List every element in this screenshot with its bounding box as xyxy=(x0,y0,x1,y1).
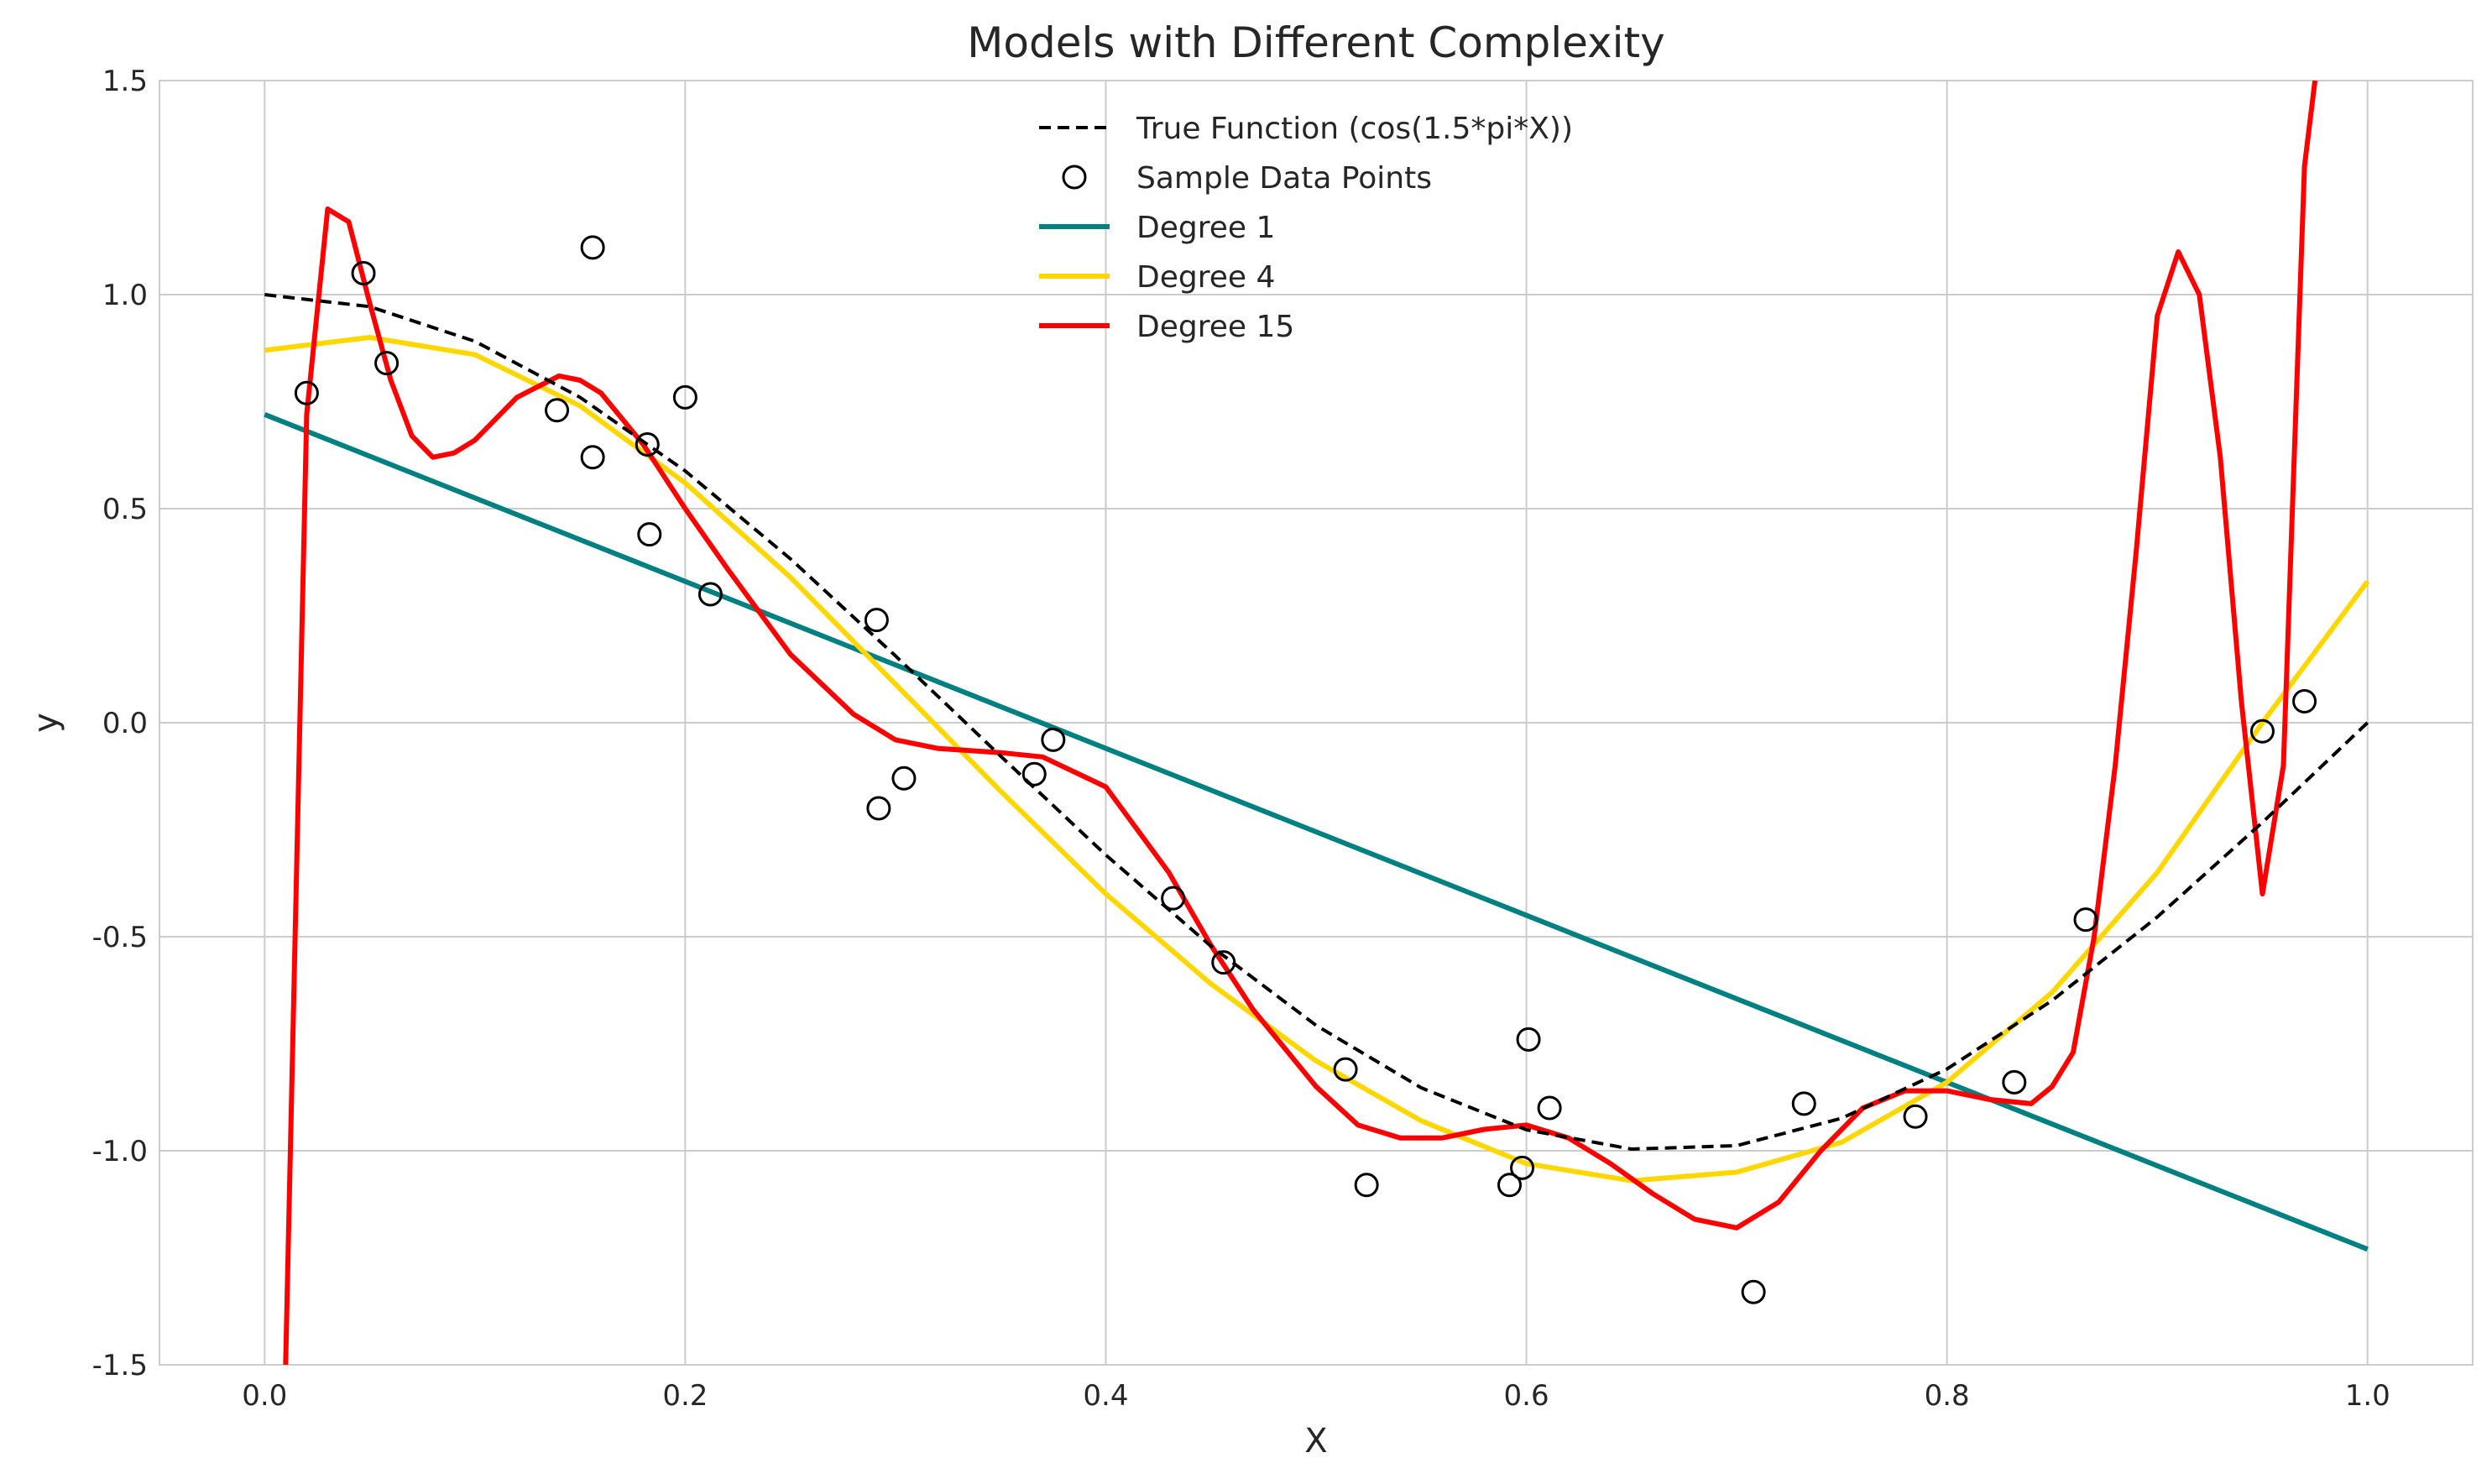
x-tick-label: 0.0 xyxy=(242,1379,287,1413)
sample-data-point xyxy=(1510,1155,1535,1180)
legend-label: Degree 15 xyxy=(1136,310,1294,344)
y-tick-label: 0.5 xyxy=(102,493,148,526)
sample-data-point xyxy=(891,766,917,791)
legend-label: True Function (cos(1.5*pi*X)) xyxy=(1136,112,1573,146)
sample-data-point xyxy=(2073,907,2098,933)
legend-sample-data-points: Sample Data Points xyxy=(1062,161,1432,196)
y-tick-label: -1.0 xyxy=(92,1135,148,1168)
legend-true-function: True Function (cos(1.5*pi*X)) xyxy=(1039,112,1573,146)
series-degree-15-line xyxy=(283,81,2318,1365)
sample-data-point xyxy=(1497,1173,1523,1198)
x-tick-label: 0.4 xyxy=(1083,1379,1128,1413)
y-axis-label: y xyxy=(27,713,65,733)
x-tick-label: 0.2 xyxy=(662,1379,708,1413)
sample-data-point xyxy=(1537,1095,1562,1121)
series-degree-1-line xyxy=(264,412,2369,1252)
x-tick-label: 1.0 xyxy=(2345,1379,2390,1413)
sample-data-point xyxy=(2002,1069,2027,1095)
sample-data-point xyxy=(1161,886,1186,911)
x-tick-label: 0.6 xyxy=(1504,1379,1549,1413)
x-tick-label: 0.8 xyxy=(1925,1379,1970,1413)
true-function-line xyxy=(264,293,2369,1152)
x-axis-label: X xyxy=(1304,1422,1327,1460)
sample-data-point xyxy=(1516,1027,1541,1052)
sample-data-point xyxy=(580,445,605,470)
sample-data-point xyxy=(1041,727,1066,752)
sample-data-point xyxy=(672,384,697,410)
sample-data-point xyxy=(637,522,662,547)
legend: True Function (cos(1.5*pi*X)) Sample Data… xyxy=(1039,112,1573,344)
sample-data-point xyxy=(1741,1279,1766,1304)
y-axis-ticks: -1.5 -1.0 -0.5 0.0 0.5 1.0 1.5 xyxy=(92,65,148,1382)
sample-data-point xyxy=(351,261,376,285)
y-tick-label: 1.0 xyxy=(102,279,148,312)
legend-label: Degree 1 xyxy=(1136,211,1275,245)
sample-data-point xyxy=(1354,1173,1379,1198)
legend-degree-1: Degree 1 xyxy=(1039,211,1275,245)
sample-data-point xyxy=(866,796,891,821)
sample-data-point xyxy=(1021,761,1047,786)
legend-degree-15: Degree 15 xyxy=(1039,310,1294,344)
legend-marker xyxy=(1062,165,1087,190)
x-axis-ticks: 0.0 0.2 0.4 0.6 0.8 1.0 xyxy=(242,1379,2390,1413)
sample-data-point xyxy=(697,582,723,607)
y-tick-label: 0.0 xyxy=(102,707,148,740)
y-tick-label: 1.5 xyxy=(102,65,148,98)
sample-data-point xyxy=(1903,1104,1928,1129)
sample-data-point xyxy=(294,380,319,405)
legend-label: Sample Data Points xyxy=(1136,161,1432,196)
legend-label: Degree 4 xyxy=(1136,260,1275,295)
sample-data-point xyxy=(2292,689,2317,713)
sample-data-point xyxy=(1791,1091,1816,1116)
sample-data-point xyxy=(374,351,400,376)
sample-data-point xyxy=(864,608,889,633)
y-tick-label: -0.5 xyxy=(92,921,148,954)
y-tick-label: -1.5 xyxy=(92,1349,148,1382)
series-layer xyxy=(264,81,2370,1365)
sample-data-point xyxy=(580,235,605,260)
legend-degree-4: Degree 4 xyxy=(1039,260,1275,295)
sample-data-point xyxy=(1211,950,1236,975)
sample-data-point xyxy=(2249,718,2275,744)
sample-data-point xyxy=(545,398,570,423)
plot-frame xyxy=(159,80,2474,1366)
sample-data-point xyxy=(635,432,660,457)
chart-title: Models with Different Complexity xyxy=(967,18,1664,67)
sample-data-point xyxy=(1333,1057,1358,1082)
